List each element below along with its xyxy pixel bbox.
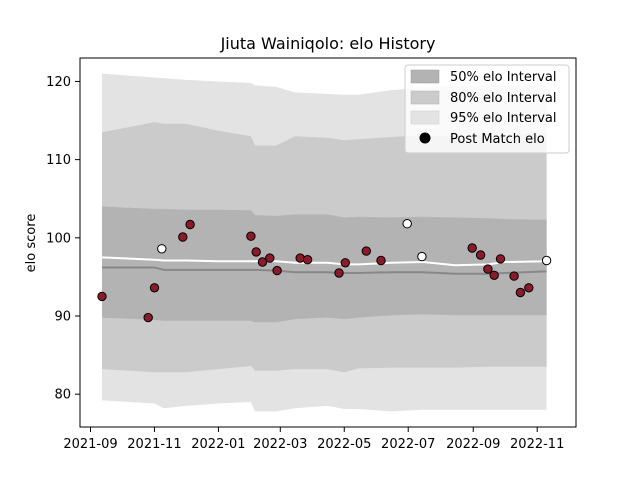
legend-swatch-80 (410, 90, 440, 105)
post-match-point (143, 312, 153, 323)
post-match-point (334, 268, 344, 278)
post-match-point (340, 258, 350, 268)
post-match-point (185, 219, 195, 230)
post-match-point (265, 253, 275, 263)
x-tick-label: 2021-11 (127, 437, 181, 452)
interval-bands (102, 73, 547, 412)
plot-area (97, 73, 552, 412)
legend-swatch-95 (410, 110, 440, 125)
median-line (102, 266, 547, 275)
post-match-point (402, 219, 412, 229)
post-match-point (149, 283, 160, 293)
x-tick-label: 2022-01 (191, 437, 245, 452)
legend-swatch-50 (410, 69, 440, 84)
legend-label-post-match: Post Match elo (450, 132, 545, 147)
post-match-point (97, 291, 107, 302)
post-match-point (376, 255, 386, 266)
band-50-interval (102, 206, 547, 323)
y-tick-label: 90 (54, 309, 71, 324)
post-match-point (495, 254, 506, 264)
y-tick-label: 120 (46, 75, 71, 90)
post-match-point (361, 246, 371, 256)
post-match-point (246, 231, 256, 241)
post-match-point (417, 251, 427, 262)
post-match-point (509, 271, 519, 281)
legend-label-50: 50% elo Interval (450, 70, 557, 85)
plot-frame (79, 57, 577, 428)
x-tick-label: 2022-09 (446, 437, 500, 452)
post-match-point (475, 250, 486, 260)
chart-title: Jiuta Wainiqolo: elo History (220, 34, 436, 53)
y-axis-label: elo score (24, 214, 39, 273)
x-tick-label: 2022-11 (510, 437, 564, 452)
x-tick-label: 2021-09 (63, 437, 117, 452)
post-match-point (467, 243, 477, 253)
post-match-point (541, 255, 552, 266)
legend-box (404, 64, 570, 154)
y-axis: 80 90 100 110 120 (46, 75, 80, 403)
legend-label-95: 95% elo Interval (450, 111, 557, 126)
x-tick-label: 2022-05 (317, 437, 371, 452)
post-match-point (515, 287, 526, 298)
mean-line (101, 256, 547, 267)
legend: 50% elo Interval 80% elo Interval 95% el… (404, 64, 570, 154)
post-match-point (489, 270, 499, 280)
post-match-point (157, 244, 167, 254)
post-match-point (178, 232, 188, 242)
y-tick-label: 100 (46, 231, 71, 246)
post-match-point (251, 247, 261, 257)
legend-label-80: 80% elo Interval (450, 91, 557, 106)
x-tick-label: 2022-03 (253, 437, 307, 452)
post-match-points (97, 219, 552, 323)
trend-lines (101, 256, 547, 275)
post-match-point (483, 264, 493, 274)
x-axis: 2021-09 2021-11 2022-01 2022-03 2022-05 2022-… (63, 427, 564, 452)
post-match-point (302, 255, 313, 265)
post-match-point (272, 265, 282, 276)
y-tick-label: 110 (46, 153, 71, 168)
post-match-point (524, 283, 534, 293)
y-tick-label: 80 (54, 388, 71, 403)
post-match-point (257, 257, 268, 267)
x-tick-label: 2022-07 (381, 437, 435, 452)
legend-marker-post-match (419, 132, 431, 144)
